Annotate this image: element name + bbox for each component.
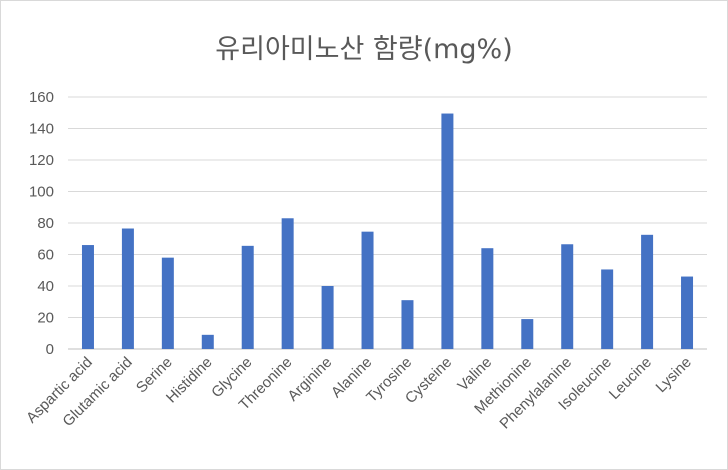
bar — [241, 245, 254, 349]
bar — [441, 113, 454, 349]
bar — [641, 234, 654, 349]
y-tick-label: 40 — [37, 278, 54, 295]
bar — [561, 244, 574, 349]
bar — [201, 334, 214, 349]
bar — [81, 245, 94, 349]
y-tick-label: 60 — [37, 247, 54, 264]
bar — [161, 257, 174, 349]
y-tick-label: 160 — [29, 89, 54, 106]
chart-title: 유리아미노산 함량(mg%) — [215, 34, 513, 65]
x-tick-label: Lysine — [653, 354, 695, 396]
bar — [521, 319, 534, 349]
bar — [401, 300, 414, 349]
y-tick-label: 80 — [37, 215, 54, 232]
x-tick-label: Arginine — [284, 354, 335, 405]
x-tick-label: Leucine — [606, 354, 655, 403]
bar — [321, 286, 334, 349]
bar — [361, 231, 374, 349]
y-tick-label: 20 — [37, 310, 54, 327]
bar — [601, 269, 614, 349]
x-tick-label: Glutamic acid — [59, 354, 135, 430]
bar — [481, 248, 494, 349]
y-tick-label: 120 — [29, 152, 54, 169]
bar — [681, 276, 694, 349]
y-tick-label: 140 — [29, 121, 54, 138]
y-tick-label: 0 — [46, 341, 54, 358]
bar — [121, 228, 134, 349]
bar — [281, 218, 294, 349]
y-tick-label: 100 — [29, 184, 54, 201]
